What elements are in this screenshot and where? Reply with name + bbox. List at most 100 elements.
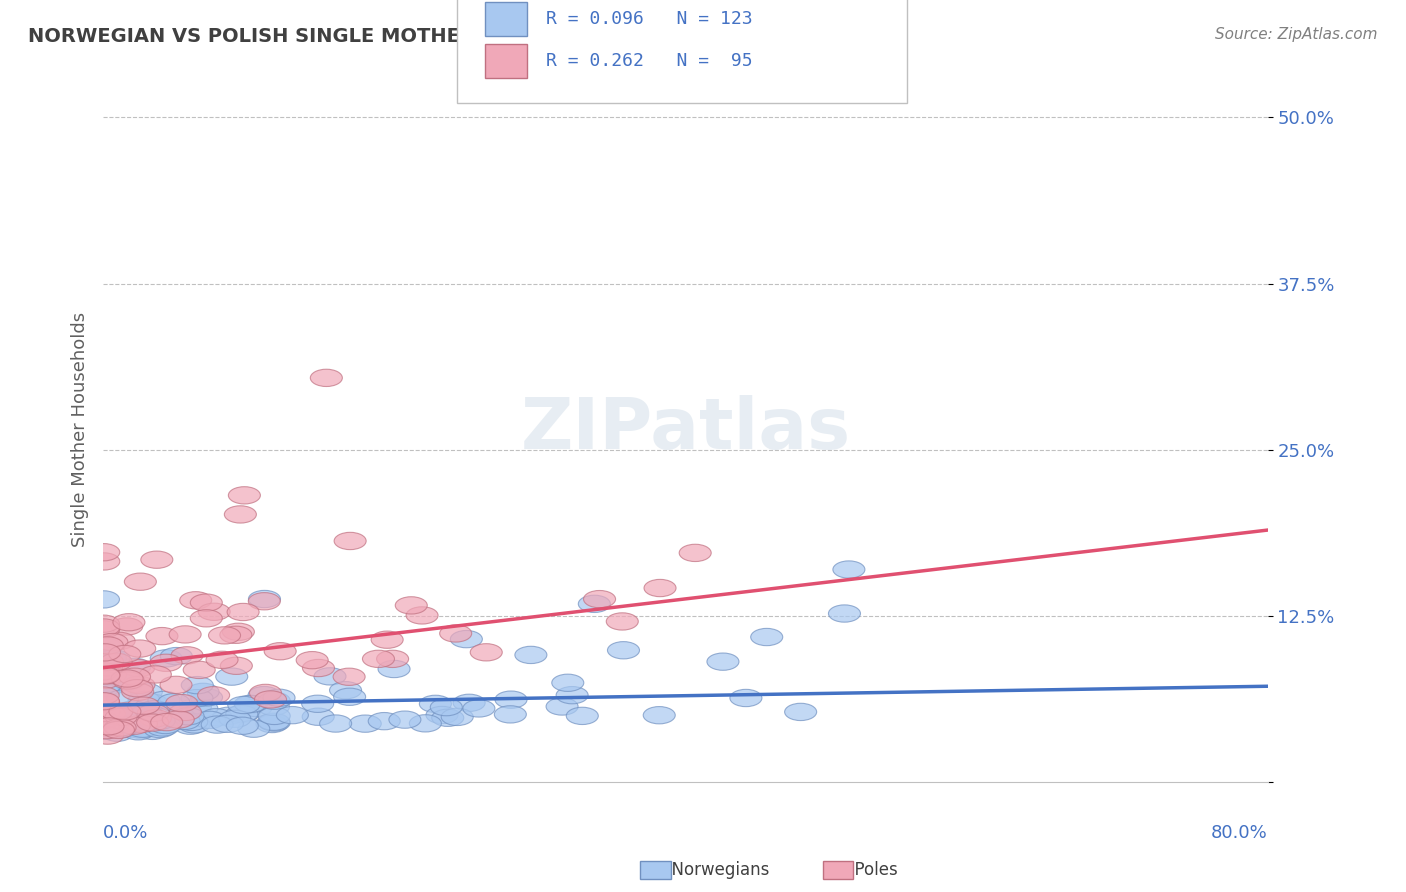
Ellipse shape — [138, 700, 170, 718]
Ellipse shape — [297, 651, 328, 669]
Ellipse shape — [249, 592, 280, 610]
Ellipse shape — [176, 714, 208, 731]
Ellipse shape — [378, 660, 411, 678]
Ellipse shape — [169, 713, 200, 730]
Ellipse shape — [174, 717, 207, 734]
Ellipse shape — [583, 591, 616, 607]
Ellipse shape — [149, 716, 181, 734]
Ellipse shape — [211, 715, 243, 732]
Ellipse shape — [257, 698, 290, 715]
Ellipse shape — [785, 703, 817, 721]
Ellipse shape — [430, 698, 463, 715]
Ellipse shape — [249, 591, 280, 607]
Ellipse shape — [207, 651, 238, 668]
Ellipse shape — [371, 631, 404, 648]
Ellipse shape — [111, 618, 142, 635]
Ellipse shape — [139, 665, 172, 683]
Ellipse shape — [235, 696, 267, 713]
Ellipse shape — [426, 706, 458, 723]
Ellipse shape — [557, 687, 588, 704]
Ellipse shape — [138, 705, 169, 722]
Ellipse shape — [249, 684, 281, 702]
Ellipse shape — [247, 687, 280, 704]
Ellipse shape — [100, 653, 132, 671]
Ellipse shape — [105, 708, 138, 726]
Ellipse shape — [335, 533, 366, 549]
Ellipse shape — [215, 668, 247, 685]
Ellipse shape — [87, 719, 120, 736]
Text: 0.0%: 0.0% — [103, 824, 149, 842]
Ellipse shape — [567, 707, 599, 724]
Ellipse shape — [87, 693, 120, 711]
Ellipse shape — [136, 723, 169, 739]
Ellipse shape — [129, 714, 162, 731]
Ellipse shape — [187, 683, 219, 700]
Text: 80.0%: 80.0% — [1211, 824, 1268, 842]
Ellipse shape — [228, 487, 260, 504]
Ellipse shape — [302, 659, 335, 677]
Ellipse shape — [122, 723, 155, 740]
Ellipse shape — [389, 711, 420, 728]
Ellipse shape — [150, 654, 181, 672]
Ellipse shape — [93, 659, 124, 676]
Ellipse shape — [108, 645, 141, 663]
Ellipse shape — [128, 697, 159, 714]
Ellipse shape — [166, 694, 198, 712]
Ellipse shape — [94, 717, 127, 734]
Ellipse shape — [104, 719, 136, 736]
Ellipse shape — [89, 644, 121, 661]
Ellipse shape — [87, 591, 120, 608]
Ellipse shape — [377, 650, 409, 667]
Ellipse shape — [94, 649, 127, 666]
Ellipse shape — [118, 658, 150, 675]
Ellipse shape — [93, 706, 125, 723]
Ellipse shape — [226, 706, 257, 723]
Ellipse shape — [240, 699, 271, 716]
Ellipse shape — [208, 627, 240, 644]
Ellipse shape — [97, 715, 129, 733]
Ellipse shape — [87, 543, 120, 561]
Ellipse shape — [87, 687, 120, 704]
Ellipse shape — [100, 711, 132, 728]
Ellipse shape — [118, 668, 150, 685]
Ellipse shape — [256, 715, 288, 732]
Ellipse shape — [91, 653, 124, 670]
Ellipse shape — [93, 718, 125, 736]
Ellipse shape — [302, 708, 335, 725]
Ellipse shape — [127, 720, 159, 738]
Ellipse shape — [100, 705, 132, 723]
Ellipse shape — [120, 714, 150, 731]
Ellipse shape — [124, 640, 156, 657]
Ellipse shape — [87, 720, 120, 737]
Ellipse shape — [107, 690, 139, 707]
Ellipse shape — [238, 720, 270, 738]
Ellipse shape — [172, 707, 204, 725]
Ellipse shape — [105, 720, 136, 738]
Ellipse shape — [707, 653, 740, 670]
Ellipse shape — [180, 698, 211, 715]
Ellipse shape — [114, 673, 145, 690]
Ellipse shape — [148, 691, 180, 708]
Ellipse shape — [125, 715, 157, 732]
Ellipse shape — [169, 626, 201, 643]
Ellipse shape — [606, 613, 638, 630]
Ellipse shape — [311, 369, 342, 386]
Ellipse shape — [112, 614, 145, 631]
Ellipse shape — [181, 676, 214, 694]
Ellipse shape — [463, 700, 495, 717]
Ellipse shape — [259, 692, 290, 709]
Ellipse shape — [160, 648, 193, 665]
Ellipse shape — [87, 680, 120, 697]
Ellipse shape — [546, 698, 578, 715]
Ellipse shape — [225, 506, 256, 523]
Ellipse shape — [89, 672, 121, 689]
Ellipse shape — [228, 705, 260, 722]
Ellipse shape — [128, 691, 160, 709]
Ellipse shape — [111, 670, 143, 687]
Ellipse shape — [131, 705, 163, 723]
Ellipse shape — [644, 580, 676, 597]
Ellipse shape — [419, 695, 451, 713]
Ellipse shape — [395, 597, 427, 614]
Ellipse shape — [98, 649, 131, 667]
Ellipse shape — [90, 717, 122, 734]
